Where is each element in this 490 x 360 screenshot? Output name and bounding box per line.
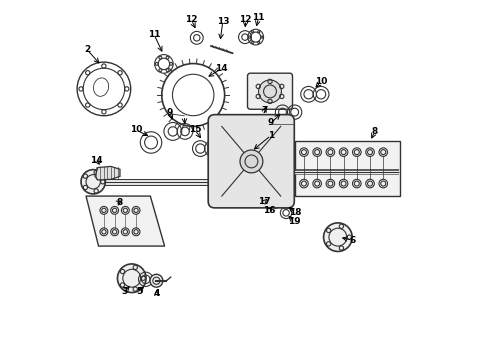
Text: 12: 12 [240,15,252,24]
Circle shape [118,264,146,293]
Text: 3: 3 [122,287,128,296]
Text: 11: 11 [252,13,265,22]
Text: 14: 14 [91,156,103,165]
Text: 10: 10 [130,126,142,135]
Text: 7: 7 [262,106,268,115]
FancyBboxPatch shape [247,73,293,109]
Circle shape [323,223,352,251]
Text: 14: 14 [216,64,228,73]
Text: 8: 8 [371,127,378,136]
Circle shape [81,170,105,194]
Polygon shape [295,141,400,196]
Text: 11: 11 [147,30,160,39]
Text: 15: 15 [189,126,201,135]
Polygon shape [95,166,120,180]
Polygon shape [86,196,165,246]
Text: 9: 9 [268,118,274,127]
Circle shape [259,80,281,103]
Text: 18: 18 [290,208,302,217]
Text: 8: 8 [116,198,122,207]
Text: 5: 5 [137,287,143,296]
Circle shape [150,274,163,287]
FancyBboxPatch shape [208,114,294,208]
Text: 4: 4 [153,289,160,298]
Text: 10: 10 [315,77,327,86]
Text: 16: 16 [263,206,275,215]
Text: 13: 13 [217,17,229,26]
Circle shape [240,150,263,173]
Text: 6: 6 [349,235,355,244]
Text: 2: 2 [84,45,90,54]
Text: 12: 12 [185,15,197,24]
Text: 17: 17 [258,197,271,206]
Text: 9: 9 [167,108,173,117]
Text: 19: 19 [288,217,300,226]
Text: 1: 1 [268,131,274,140]
